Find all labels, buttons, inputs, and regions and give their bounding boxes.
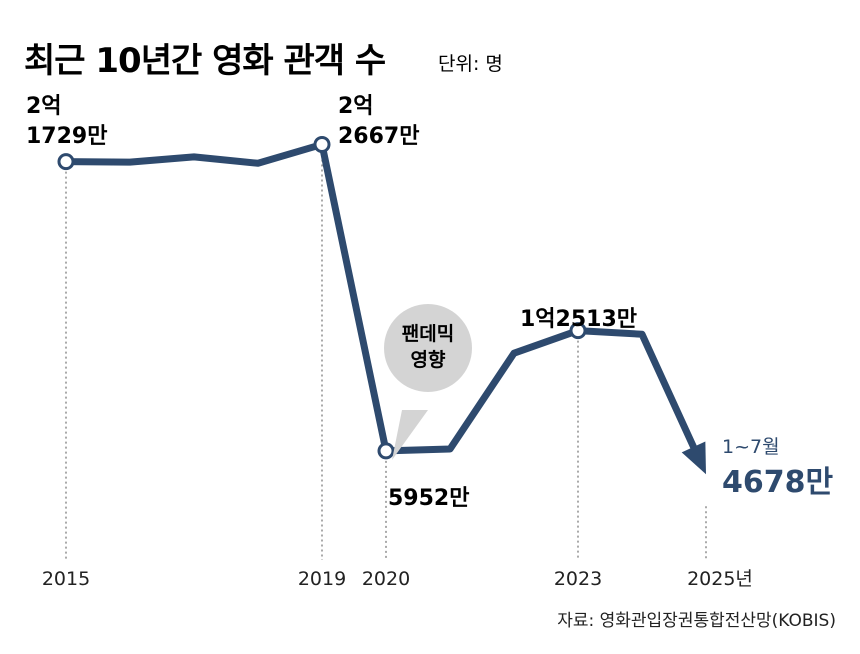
annotation-line-1: 팬데믹 bbox=[402, 323, 454, 345]
x-tick-labels: 2015 2019 2020 2023 2025년 bbox=[42, 568, 753, 590]
annotation-bubble-circle bbox=[384, 304, 472, 392]
annotation-bubble: 팬데믹 영향 bbox=[384, 304, 472, 460]
annotation-line-2: 영향 bbox=[411, 349, 446, 371]
annotation-bubble-pointer bbox=[392, 410, 428, 460]
unit-label: 단위: 명 bbox=[438, 53, 503, 75]
x-tick-label-2023: 2023 bbox=[554, 568, 602, 590]
marker-2019 bbox=[313, 135, 331, 153]
series-arrow-head bbox=[681, 441, 706, 475]
series-line bbox=[62, 140, 699, 455]
chart-title: 최근 10년간 영화 관객 수 bbox=[24, 41, 386, 81]
marker-2023 bbox=[569, 322, 587, 340]
marker-group bbox=[57, 135, 587, 460]
source-note: 자료: 영화관입장권통합전산망(KOBIS) bbox=[557, 611, 836, 631]
data-label-2023: 1억2513만 bbox=[520, 307, 637, 332]
data-label-2025-period: 1~7월 bbox=[722, 436, 780, 458]
x-tick-label-2015: 2015 bbox=[42, 568, 90, 590]
data-label-2019-line-2: 2667만 bbox=[338, 124, 419, 149]
data-label-2015-line-2: 1729만 bbox=[26, 124, 107, 149]
x-tick-label-2025: 2025년 bbox=[687, 568, 753, 590]
data-label-2025-value: 4678만 bbox=[722, 465, 833, 500]
marker-2015 bbox=[57, 153, 75, 171]
x-tick-label-2020: 2020 bbox=[362, 568, 410, 590]
data-label-2019-line-1: 2억 bbox=[338, 94, 374, 119]
guide-lines bbox=[65, 144, 707, 560]
x-tick-label-2019: 2019 bbox=[298, 568, 346, 590]
data-label-2020: 5952만 bbox=[388, 486, 469, 511]
marker-2020 bbox=[377, 442, 395, 460]
data-label-2015-line-1: 2억 bbox=[26, 94, 62, 119]
